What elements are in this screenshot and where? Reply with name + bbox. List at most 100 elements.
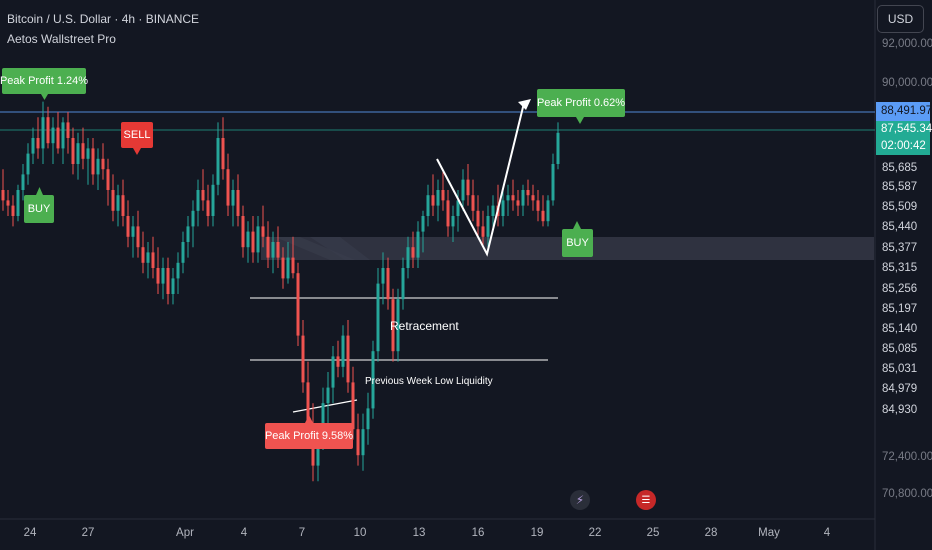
candle-body bbox=[466, 179, 470, 196]
candle-body bbox=[486, 216, 490, 237]
y-tick-label: 85,377 bbox=[882, 242, 918, 254]
candle-body bbox=[86, 148, 90, 159]
x-tick-label: 4 bbox=[240, 527, 248, 539]
candle-body bbox=[271, 242, 275, 258]
y-tick-label: 85,256 bbox=[882, 283, 918, 295]
candle-body bbox=[501, 200, 505, 216]
currency-button[interactable]: USD bbox=[877, 5, 924, 33]
candle-body bbox=[71, 138, 75, 164]
candle-body bbox=[216, 138, 220, 185]
last-price-tag: 87,545.34 bbox=[876, 121, 932, 138]
y-tick-label: 85,509 bbox=[882, 201, 918, 213]
lightning-bolt-icon[interactable]: ⚡ bbox=[570, 490, 590, 510]
candle-body bbox=[231, 190, 235, 206]
y-tick-label: 85,197 bbox=[882, 303, 918, 315]
buy-1-pointer bbox=[36, 187, 43, 195]
sell-1-badge: SELL bbox=[121, 122, 153, 148]
x-tick-label: 28 bbox=[704, 527, 718, 539]
x-tick-label: 13 bbox=[412, 527, 426, 539]
indicator-name: Aetos Wallstreet Pro bbox=[7, 32, 116, 46]
candle-body bbox=[111, 190, 115, 211]
candle-body bbox=[341, 335, 345, 367]
projection-arrowhead bbox=[518, 99, 531, 110]
candle-body bbox=[181, 242, 185, 263]
candle-body bbox=[11, 205, 15, 216]
peak-profit-1-badge: Peak Profit 1.24% bbox=[0, 68, 88, 94]
candle-body bbox=[386, 268, 390, 300]
y-tick-label: 84,979 bbox=[882, 383, 918, 395]
candle-body bbox=[291, 257, 295, 274]
x-tick-label: 7 bbox=[298, 527, 306, 539]
x-tick-label: 10 bbox=[353, 527, 367, 539]
candle-body bbox=[391, 299, 395, 352]
liquidity-note: Previous Week Low Liquidity bbox=[365, 376, 493, 387]
x-tick-label: 19 bbox=[530, 527, 544, 539]
candle-body bbox=[471, 195, 475, 211]
candle-body bbox=[371, 351, 375, 409]
candle-body bbox=[331, 356, 335, 388]
candle-body bbox=[536, 200, 540, 211]
candle-body bbox=[456, 200, 460, 216]
candle-body bbox=[31, 138, 35, 154]
candle-body bbox=[421, 216, 425, 232]
candle-body bbox=[286, 257, 290, 279]
candle-body bbox=[21, 174, 25, 190]
candle-body bbox=[366, 408, 370, 430]
candle-body bbox=[451, 216, 455, 227]
candle-body bbox=[551, 164, 555, 201]
candle-body bbox=[166, 268, 170, 294]
candle-body bbox=[406, 247, 410, 268]
x-tick-label: 27 bbox=[81, 527, 95, 539]
x-tick-label: 22 bbox=[588, 527, 602, 539]
y-tick-label: 85,085 bbox=[882, 343, 918, 355]
candle-body bbox=[316, 439, 320, 466]
candle-body bbox=[41, 117, 45, 149]
y-tick-label: 70,800.00 bbox=[882, 488, 932, 500]
candle-body bbox=[531, 195, 535, 201]
candle-body bbox=[251, 231, 255, 253]
candle-body bbox=[436, 190, 440, 206]
buy-2-pointer bbox=[573, 221, 581, 229]
candle-body bbox=[206, 200, 210, 216]
candle-body bbox=[476, 210, 480, 227]
us-flag-icon[interactable]: ☰ bbox=[636, 490, 656, 510]
candle-body bbox=[116, 195, 120, 211]
symbol-title: Bitcoin / U.S. Dollar · 4h · BINANCE bbox=[7, 12, 200, 26]
candle-body bbox=[521, 190, 525, 206]
candle-body bbox=[101, 158, 105, 170]
candle-body bbox=[351, 382, 355, 430]
candle-body bbox=[191, 210, 195, 227]
candle-body bbox=[46, 117, 50, 144]
candle-body bbox=[6, 200, 10, 206]
candle-body bbox=[221, 138, 225, 170]
candle-body bbox=[256, 226, 260, 253]
x-tick-label: 24 bbox=[23, 527, 37, 539]
candle-body bbox=[441, 190, 445, 201]
candle-body bbox=[491, 205, 495, 216]
peak-profit-1-pointer bbox=[41, 94, 48, 100]
candle-body bbox=[236, 190, 240, 216]
candle-body bbox=[126, 216, 130, 237]
candle-body bbox=[171, 278, 175, 294]
candle-body bbox=[356, 429, 360, 456]
bar-countdown-tag: 02:00:42 bbox=[876, 138, 930, 155]
candle-body bbox=[96, 158, 100, 175]
y-tick-label: 90,000.00 bbox=[882, 77, 932, 89]
y-tick-label: 85,031 bbox=[882, 363, 918, 375]
candle-body bbox=[201, 190, 205, 201]
y-tick-label: 85,440 bbox=[882, 221, 918, 233]
support-zone-hatch bbox=[275, 237, 370, 260]
candle-body bbox=[481, 226, 485, 237]
candle-body bbox=[396, 299, 400, 352]
candle-body bbox=[176, 262, 180, 279]
candle-body bbox=[51, 127, 55, 144]
candle-body bbox=[431, 195, 435, 206]
buy-2-badge: BUY bbox=[562, 229, 593, 257]
candle-body bbox=[401, 268, 405, 300]
blue-line-price-tag: 88,491.97 bbox=[876, 102, 932, 121]
candle-body bbox=[556, 132, 560, 164]
candle-body bbox=[161, 268, 165, 284]
peak-profit-2-pointer bbox=[576, 117, 584, 124]
candle-body bbox=[301, 335, 305, 383]
